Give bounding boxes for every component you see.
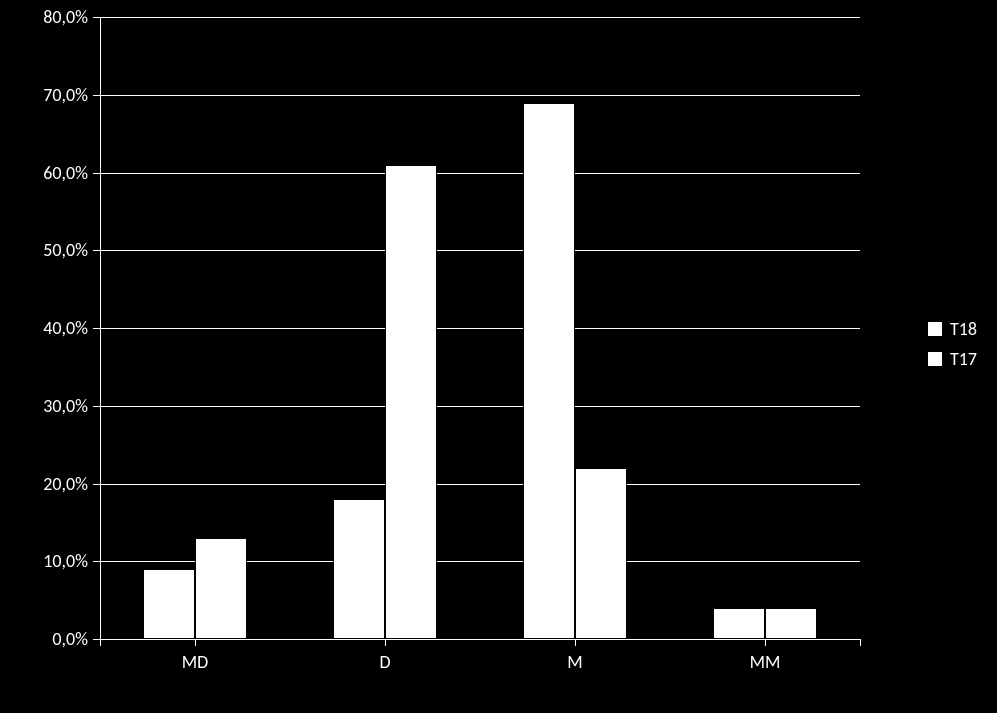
y-tick-label: 40,0% [43, 317, 88, 339]
y-tick-label: 10,0% [43, 550, 88, 572]
gridline [100, 173, 860, 174]
bar [523, 103, 575, 639]
y-tick-label: 70,0% [43, 84, 88, 106]
legend-item-t18: T18 [928, 318, 977, 340]
x-tick-label: M [555, 651, 595, 673]
x-tick-label: MM [745, 651, 785, 673]
legend-label: T17 [950, 348, 977, 370]
bar [195, 538, 247, 639]
bar [765, 608, 817, 639]
plot-area [100, 17, 860, 639]
gridline [100, 95, 860, 96]
y-tick-label: 60,0% [43, 162, 88, 184]
y-tick-label: 20,0% [43, 473, 88, 495]
y-tick-label: 30,0% [43, 395, 88, 417]
bar [575, 468, 627, 639]
bar [713, 608, 765, 639]
y-tick-label: 80,0% [43, 6, 88, 28]
gridline [100, 484, 860, 485]
gridline [100, 639, 860, 640]
chart-container: T18 T17 0,0% 10,0% 20,0% 30,0% 40,0% 50,0% 60,… [0, 0, 997, 713]
y-tick-label: 50,0% [43, 239, 88, 261]
bar [385, 165, 437, 639]
legend-label: T18 [950, 318, 977, 340]
legend-swatch-icon [928, 322, 942, 336]
bar [143, 569, 195, 639]
bar [333, 499, 385, 639]
y-tick-label: 0,0% [52, 628, 88, 650]
legend: T18 T17 [928, 310, 977, 378]
legend-item-t17: T17 [928, 348, 977, 370]
x-tick-label: D [365, 651, 405, 673]
legend-swatch-icon [928, 352, 942, 366]
gridline [100, 328, 860, 329]
gridline [100, 250, 860, 251]
gridline [100, 17, 860, 18]
gridline [100, 406, 860, 407]
x-tick-label: MD [175, 651, 215, 673]
